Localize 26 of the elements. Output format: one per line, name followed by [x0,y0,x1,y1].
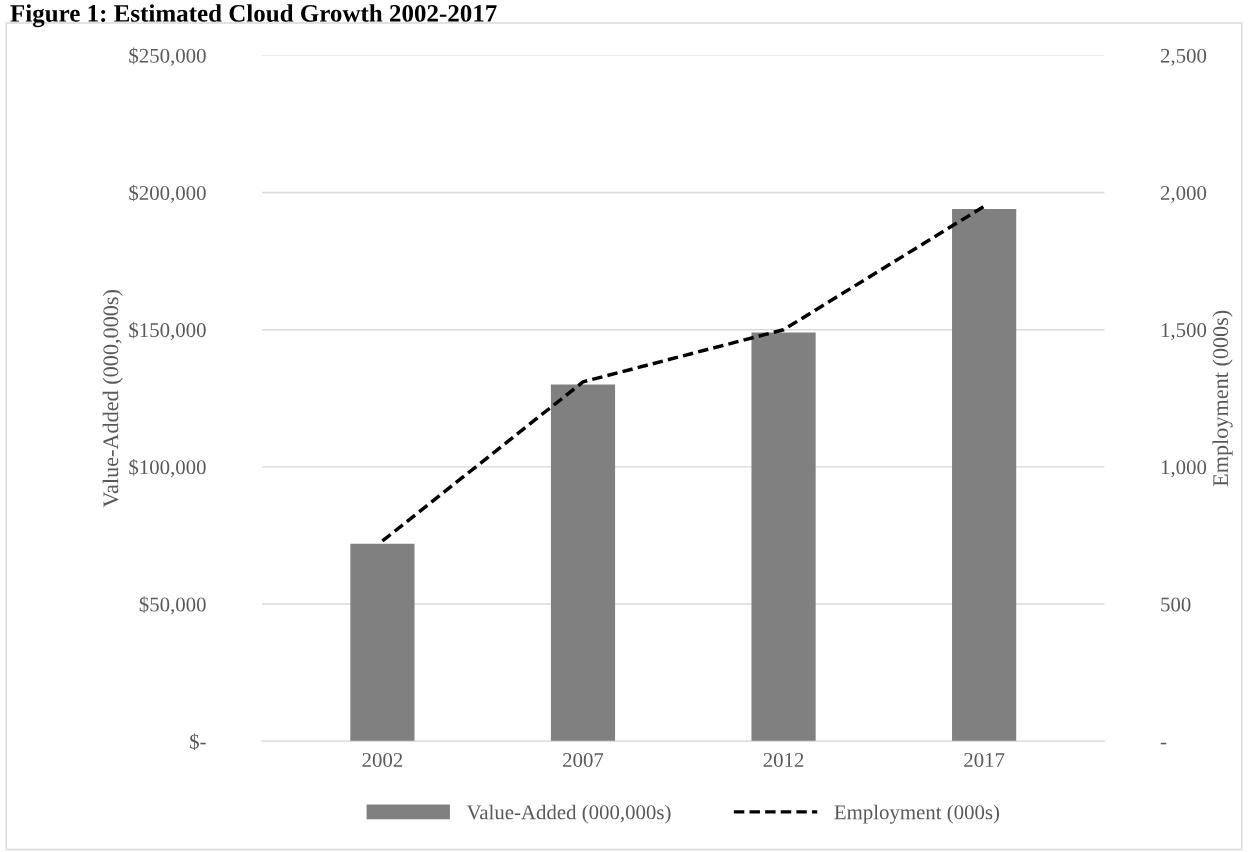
bar [350,543,415,742]
y2-tick-label: - [1160,742,1167,745]
y2-tick-label: 1,500 [1161,323,1207,341]
y2-tick-label: 2,500 [1160,48,1207,66]
line-series [380,204,986,543]
y-tick-label: $200,000 [129,184,206,203]
bar [550,384,616,742]
y-tick-label: $50,000 [139,596,206,615]
y2-tick-label: 2,000 [1160,185,1207,203]
x-tick-label: 2007 [563,752,604,768]
y-tick-label: $150,000 [129,321,206,341]
x-tick-label: 2012 [763,752,804,768]
y2-tick-label: 500 [1161,597,1191,612]
y2-axis-title: Employment (000s) [1212,310,1233,487]
bar [952,209,1017,742]
y2-tick-label: 1,000 [1161,460,1207,478]
legend-label: Value-Added (000,000s) [466,804,671,824]
y-tick-label: $- [190,733,206,751]
x-tick-label: 2017 [964,752,1005,768]
x-tick-label: 2002 [362,752,403,768]
legend-label: Employment (000s) [834,804,1000,824]
y-tick-label: $100,000 [129,459,206,478]
chart-title: Figure 1: Estimated Cloud Growth 2002-2017 [10,4,497,28]
y-tick-label: $250,000 [129,47,206,66]
bar [751,332,816,742]
y-axis-title: Value-Added (000,000s) [102,290,123,508]
